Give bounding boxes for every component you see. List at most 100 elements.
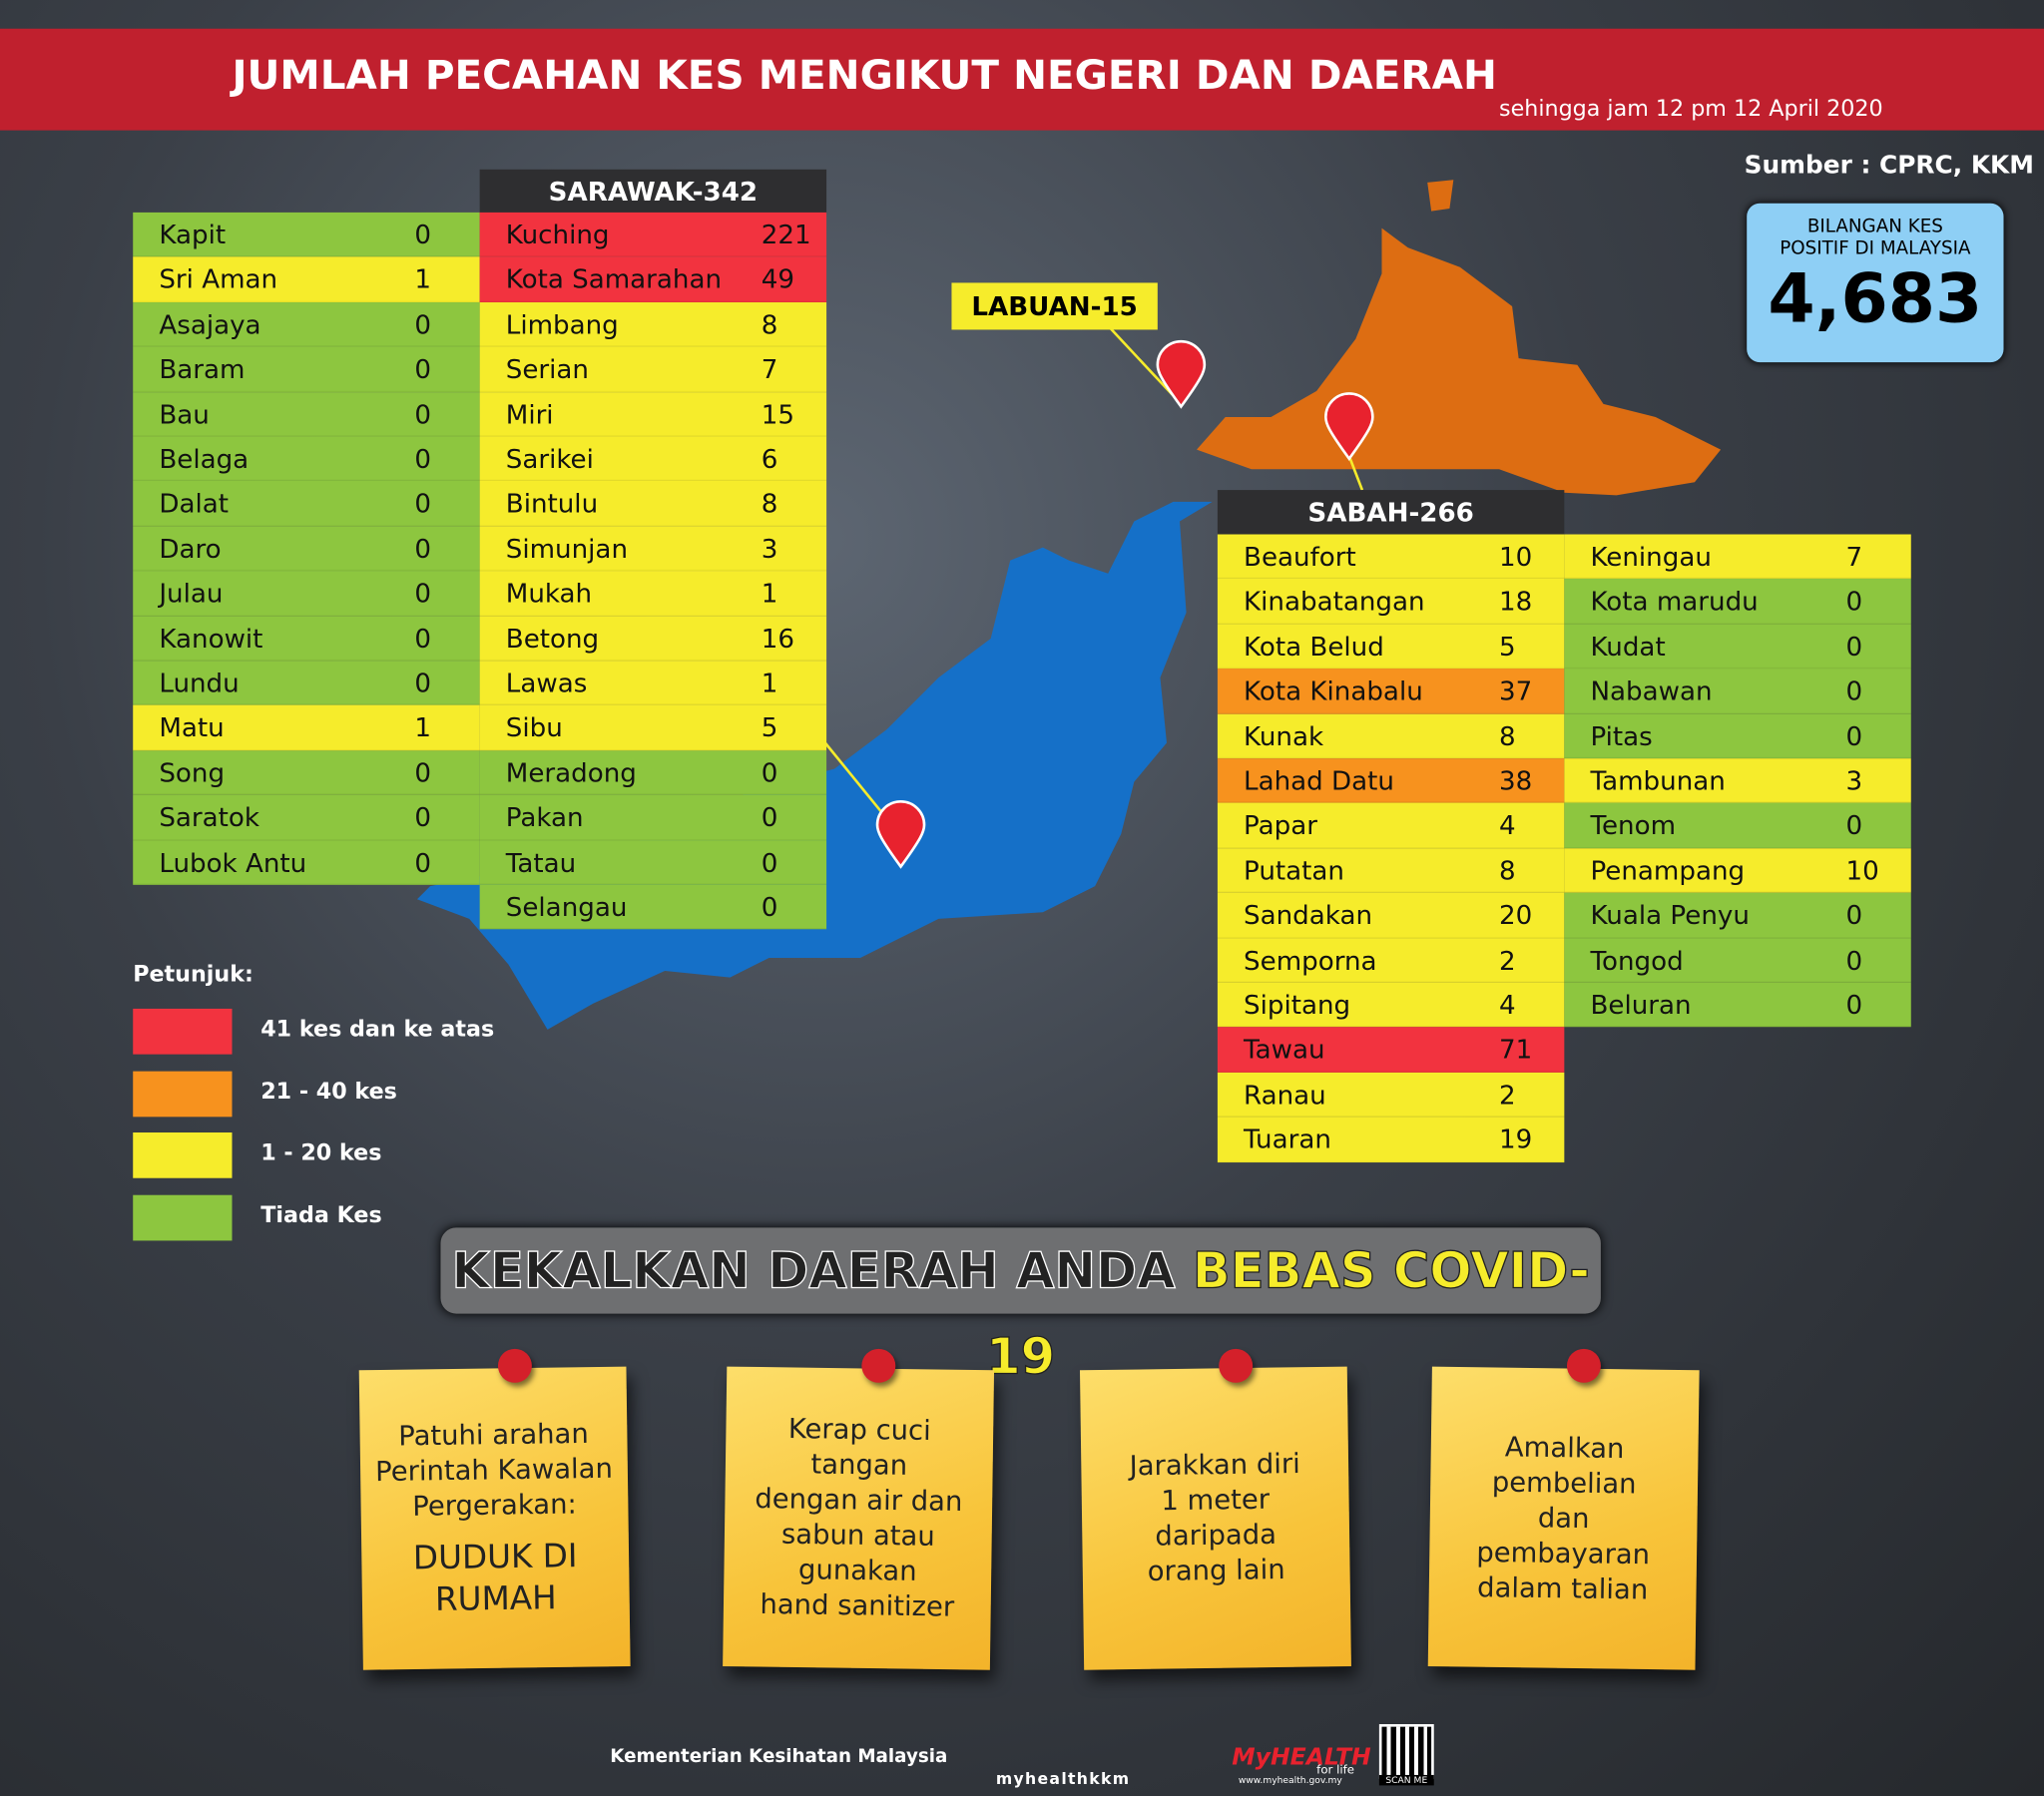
case-count: 0 xyxy=(1845,899,1863,931)
connector xyxy=(1347,455,1364,491)
case-count: 10 xyxy=(1499,541,1533,573)
case-count: 8 xyxy=(761,487,778,520)
note-line: Jarakkan diri xyxy=(1129,1448,1300,1482)
case-count: 0 xyxy=(414,353,431,385)
district-name: Tawau xyxy=(1244,1034,1325,1066)
social: myhealthkkm xyxy=(995,1769,1131,1788)
row-bg xyxy=(479,301,827,347)
row-bg xyxy=(1564,534,1911,580)
case-count: 1 xyxy=(761,667,778,699)
case-count: 2 xyxy=(1499,1079,1516,1111)
district-name: Tambunan xyxy=(1590,764,1726,797)
pin xyxy=(497,1348,532,1383)
district-name: Nabawan xyxy=(1590,674,1713,707)
row-bg xyxy=(1564,669,1911,714)
district-name: Tatau xyxy=(505,846,577,878)
district-name: Lundu xyxy=(159,667,240,699)
case-count: 37 xyxy=(1499,674,1533,707)
legend-swatch xyxy=(133,1194,233,1241)
row-bg xyxy=(1217,803,1565,848)
case-count: 71 xyxy=(1499,1034,1533,1066)
slogan: KEKALKAN DAERAH ANDA xyxy=(451,1241,1176,1300)
brand: MyHEALTH xyxy=(1232,1743,1371,1772)
district-name: Sandakan xyxy=(1244,899,1373,931)
note-line: hand sanitizer xyxy=(760,1588,955,1623)
case-count: 0 xyxy=(414,846,431,878)
note-line: dan xyxy=(1537,1501,1590,1535)
total-value: 4,683 xyxy=(1768,260,1983,339)
row-bg xyxy=(133,526,480,572)
row-bg xyxy=(479,436,827,482)
case-count: 5 xyxy=(1499,630,1516,663)
pins xyxy=(875,339,1374,869)
case-count: 0 xyxy=(761,801,778,833)
row-bg xyxy=(479,346,827,392)
district-name: Beluran xyxy=(1590,989,1692,1021)
district-name: Serian xyxy=(505,353,589,385)
total-label-1: BILANGAN KES xyxy=(1806,216,1943,237)
row-bg xyxy=(133,571,480,617)
subtitle: sehingga jam 12 pm 12 April 2020 xyxy=(1499,96,1883,123)
website: www.myhealth.gov.my xyxy=(1238,1774,1342,1786)
row-bg xyxy=(1217,758,1565,804)
case-count: 20 xyxy=(1499,899,1533,931)
case-count: 4 xyxy=(1499,809,1516,841)
case-count: 0 xyxy=(414,801,431,833)
row-bg xyxy=(1217,624,1565,670)
district-name: Sarikei xyxy=(505,443,594,475)
row-bg xyxy=(479,212,827,257)
case-count: 0 xyxy=(414,219,431,250)
legend-swatch xyxy=(133,1008,233,1055)
row-bg xyxy=(133,661,480,706)
district-name: Semporna xyxy=(1244,944,1377,976)
row-bg xyxy=(1564,713,1911,759)
district-name: Lawas xyxy=(505,667,588,699)
legend-label: Tiada Kes xyxy=(260,1202,382,1229)
row-bg xyxy=(479,661,827,706)
case-count: 0 xyxy=(1845,719,1863,752)
case-count: 0 xyxy=(414,487,431,520)
district-name: Tenom xyxy=(1590,809,1677,841)
island xyxy=(1427,180,1454,212)
source: Sumber : CPRC, KKM xyxy=(1744,151,2034,181)
case-count: 38 xyxy=(1499,764,1533,797)
sticky-note: Patuhi arahan Perintah Kawalan Pergerakan:… xyxy=(358,1366,631,1670)
district-name: Pakan xyxy=(505,801,584,833)
district-name: Tongod xyxy=(1590,944,1684,976)
district-name: Sipitang xyxy=(1244,989,1351,1021)
row-bg xyxy=(133,436,480,482)
ministry: Kementerian Kesihatan Malaysia xyxy=(610,1746,948,1768)
case-count: 0 xyxy=(1845,585,1863,618)
case-count: 0 xyxy=(414,398,431,430)
note-line: dalam talian xyxy=(1476,1571,1649,1605)
note-line: tangan xyxy=(810,1448,908,1482)
legend-label: 21 - 40 kes xyxy=(260,1079,397,1106)
row-bg xyxy=(1217,848,1565,893)
district-name: Sibu xyxy=(505,711,563,743)
note-line: Perintah Kawalan xyxy=(374,1452,614,1487)
district-name: Saratok xyxy=(159,801,260,833)
note-line: Kerap cuci xyxy=(787,1413,931,1447)
slogan-bar: KEKALKAN DAERAH ANDA BEBAS COVID-19 xyxy=(440,1227,1601,1386)
row-bg xyxy=(1564,848,1911,893)
note-line: Pergerakan: xyxy=(412,1488,577,1522)
case-count: 0 xyxy=(414,756,431,788)
row-bg xyxy=(1564,937,1911,983)
district-name: Kota Samarahan xyxy=(505,263,723,295)
sticky-note: Kerap cuci tangan dengan air dan sabun atau… xyxy=(723,1366,995,1670)
district-name: Betong xyxy=(505,622,600,655)
qr-code xyxy=(1378,1723,1434,1779)
case-count: 15 xyxy=(761,398,795,430)
case-count: 0 xyxy=(414,577,431,610)
row-bg xyxy=(479,256,827,302)
case-count: 0 xyxy=(414,622,431,655)
row-bg xyxy=(479,526,827,572)
note-line: 1 meter xyxy=(1161,1483,1271,1517)
case-count: 3 xyxy=(1845,764,1863,797)
case-count: 5 xyxy=(761,711,778,743)
case-count: 0 xyxy=(414,443,431,475)
case-count: 8 xyxy=(1499,719,1516,752)
row-bg xyxy=(1564,624,1911,670)
district-name: Baram xyxy=(159,353,246,385)
